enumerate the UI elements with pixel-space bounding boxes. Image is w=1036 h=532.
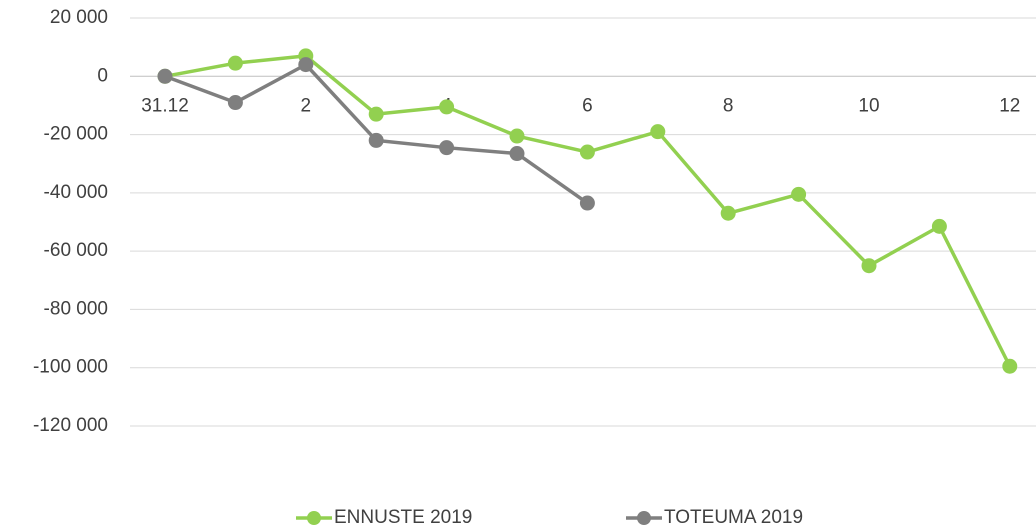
x-tick-label: 10 bbox=[858, 95, 879, 116]
point bbox=[298, 57, 314, 73]
y-tick-label: -80 000 bbox=[44, 298, 108, 319]
point bbox=[509, 128, 525, 144]
y-tick-label: -40 000 bbox=[44, 182, 108, 203]
point bbox=[439, 99, 455, 115]
point bbox=[509, 146, 525, 162]
point bbox=[439, 140, 455, 156]
point bbox=[579, 195, 595, 211]
y-tick-label: -20 000 bbox=[44, 124, 108, 145]
point bbox=[227, 95, 243, 111]
y-tick-label: 0 bbox=[97, 65, 108, 86]
point bbox=[368, 106, 384, 122]
point bbox=[931, 218, 947, 234]
x-tick-label: 12 bbox=[999, 95, 1020, 116]
point bbox=[650, 124, 666, 140]
legend-label: TOTEUMA 2019 bbox=[664, 507, 803, 528]
y-tick-label: 20 000 bbox=[50, 7, 108, 28]
point bbox=[1002, 358, 1018, 374]
y-tick-label: -120 000 bbox=[33, 415, 108, 436]
y-tick-label: -100 000 bbox=[33, 357, 108, 378]
point bbox=[227, 55, 243, 71]
point bbox=[579, 144, 595, 160]
x-tick-label: 2 bbox=[301, 95, 312, 116]
point bbox=[720, 205, 736, 221]
x-tick-label: 6 bbox=[582, 95, 593, 116]
point bbox=[368, 132, 384, 148]
legend-marker bbox=[307, 511, 321, 525]
point bbox=[157, 68, 173, 84]
legend-marker bbox=[637, 511, 651, 525]
x-tick-label: 8 bbox=[723, 95, 734, 116]
point bbox=[791, 186, 807, 202]
legend-label: ENNUSTE 2019 bbox=[334, 507, 472, 528]
y-tick-label: -60 000 bbox=[44, 240, 108, 261]
x-tick-label: 31.12 bbox=[141, 95, 189, 116]
point bbox=[861, 258, 877, 274]
